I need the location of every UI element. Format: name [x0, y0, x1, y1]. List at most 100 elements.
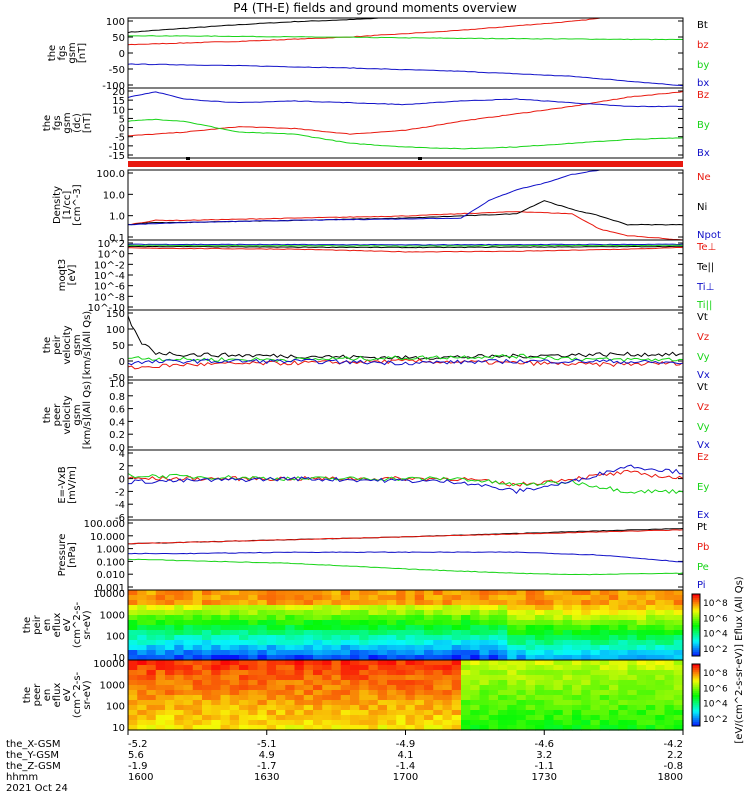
heatmap-cell [525, 595, 536, 601]
heatmap-cell [202, 700, 212, 706]
heatmap-cell [673, 680, 684, 686]
heatmap-cell [488, 670, 499, 676]
heatmap-cell [488, 680, 499, 686]
heatmap-cell [211, 710, 222, 716]
heatmap-cell [359, 705, 370, 711]
heatmap-cell [525, 615, 536, 621]
heatmap-cell [165, 660, 175, 666]
heatmap-cell [618, 665, 629, 671]
heatmap-cell [414, 625, 425, 631]
heatmap-cell [636, 720, 647, 726]
heatmap-cell [396, 680, 407, 686]
heatmap-cell [340, 595, 351, 601]
heatmap-cell [155, 590, 166, 596]
heatmap-cell [359, 665, 370, 671]
colorbar-tick-label: 10^8 [703, 599, 728, 609]
heatmap-cell [174, 650, 185, 656]
heatmap-cell [553, 680, 564, 686]
heatmap-cell [359, 715, 370, 721]
heatmap-cell [266, 680, 277, 686]
heatmap-cell [507, 705, 518, 711]
heatmap-cell [498, 720, 508, 726]
heatmap-cell [192, 725, 203, 731]
heatmap-cell [664, 590, 675, 596]
heatmap-cell [183, 670, 194, 676]
heatmap-cell [313, 715, 323, 721]
colorbar-cell [692, 721, 700, 725]
heatmap-cell [498, 630, 508, 636]
heatmap-cell [451, 590, 462, 596]
heatmap-cell [257, 605, 268, 611]
heatmap-cell [248, 635, 259, 641]
heatmap-cell [387, 670, 397, 676]
heatmap-cell [303, 675, 314, 681]
heatmap-cell [285, 605, 296, 611]
heatmap-cell [655, 715, 666, 721]
heatmap-cell [128, 725, 138, 731]
series-bz [127, 17, 600, 46]
heatmap-cell [599, 625, 610, 631]
heatmap-cell [285, 660, 296, 666]
heatmap-cell [331, 690, 342, 696]
heatmap-cell [599, 590, 610, 596]
heatmap-cell [636, 700, 647, 706]
heatmap-cell [590, 645, 601, 651]
heatmap-cell [220, 595, 231, 601]
heatmap-cell [137, 645, 148, 651]
heatmap-cell [405, 715, 416, 721]
heatmap-cell [609, 600, 619, 606]
heatmap-cell [377, 715, 388, 721]
heatmap-cell [414, 685, 425, 691]
heatmap-cell [340, 625, 351, 631]
heatmap-cell [627, 660, 638, 666]
heatmap-cell [673, 715, 684, 721]
colorbar-cell [692, 627, 700, 630]
heatmap-cell [387, 655, 397, 661]
heatmap-cell [155, 685, 166, 691]
heatmap-cell [155, 655, 166, 661]
heatmap-cell [544, 620, 555, 626]
heatmap-cell [266, 615, 277, 621]
heatmap-cell [137, 680, 148, 686]
heatmap-cell [405, 660, 416, 666]
heatmap-cell [405, 615, 416, 621]
heatmap-cell [155, 595, 166, 601]
heatmap-cell [285, 680, 296, 686]
heatmap-cell [331, 650, 342, 656]
heatmap-cell [673, 665, 684, 671]
heatmap-cell [220, 660, 231, 666]
heatmap-cell [451, 685, 462, 691]
legend-item: Ey [697, 482, 709, 493]
heatmap-cell [405, 625, 416, 631]
heatmap-cell [498, 700, 508, 706]
heatmap-cell [331, 675, 342, 681]
heatmap-cell [174, 620, 185, 626]
colorbar-tick-label: 10^4 [703, 700, 728, 710]
heatmap-cell [646, 620, 656, 626]
heatmap-cell [433, 590, 444, 596]
heatmap-cell [396, 655, 407, 661]
colorbar-cell [692, 641, 700, 645]
heatmap-cell [535, 685, 545, 691]
heatmap-cell [155, 640, 166, 646]
heatmap-cell [340, 655, 351, 661]
heatmap-cell [433, 650, 444, 656]
heatmap-cell [535, 605, 545, 611]
heatmap-cell [128, 665, 138, 671]
heatmap-cell [128, 710, 138, 716]
heatmap-cell [414, 715, 425, 721]
heatmap-cell [303, 685, 314, 691]
heatmap-cell [359, 605, 370, 611]
colorbar-cell [692, 633, 700, 636]
heatmap-cell [424, 675, 434, 681]
heatmap-cell [599, 645, 610, 651]
heatmap-cell [377, 635, 388, 641]
heatmap-cell [516, 660, 527, 666]
heatmap-cell [128, 685, 138, 691]
heatmap-cell [646, 645, 656, 651]
heatmap-cell [590, 600, 601, 606]
heatmap-cell [609, 610, 619, 616]
axis-label: thepeirvelocitygsm[km/s](All Qs) [42, 311, 93, 379]
axis-label-line: velocity [62, 325, 73, 364]
heatmap-cell [433, 655, 444, 661]
